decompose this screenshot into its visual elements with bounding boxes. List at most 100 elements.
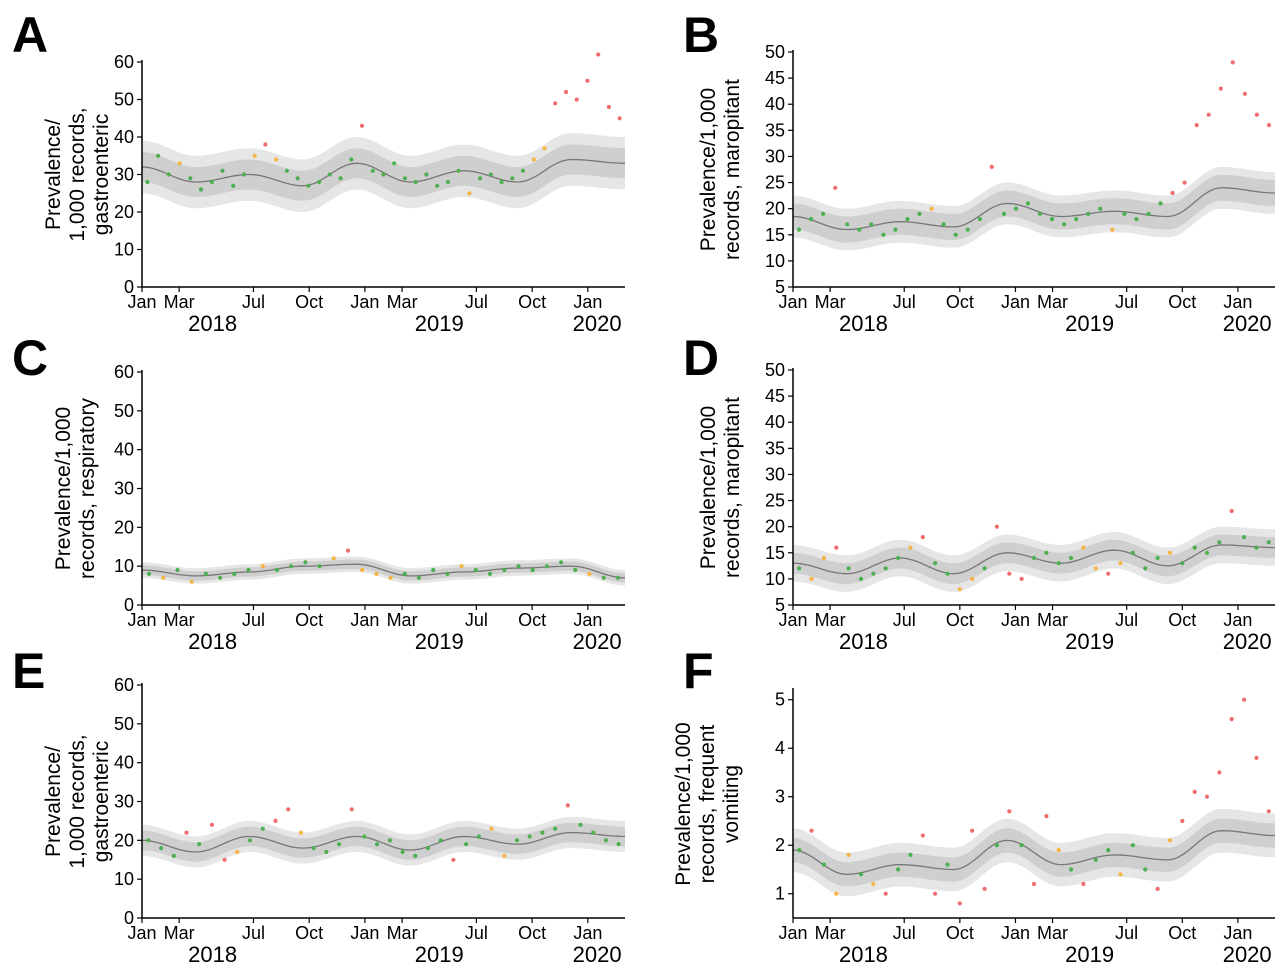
data-point	[331, 556, 336, 561]
data-point	[544, 564, 550, 569]
y-tick-label: 30	[765, 146, 785, 166]
data-point	[606, 104, 612, 110]
data-point	[871, 881, 876, 887]
data-point	[846, 566, 851, 571]
data-point	[587, 571, 592, 577]
y-tick-label: 25	[765, 491, 785, 511]
data-point	[1130, 843, 1135, 848]
data-point	[563, 89, 569, 95]
data-point	[1229, 508, 1234, 514]
data-point	[156, 153, 161, 158]
x-tick-label: Jul	[242, 292, 265, 312]
x-tick-label: Oct	[1168, 292, 1196, 312]
data-point	[1194, 123, 1199, 128]
y-tick-label: 40	[765, 94, 785, 114]
data-point	[284, 168, 289, 173]
data-point	[1118, 872, 1123, 877]
inner-band	[142, 822, 625, 862]
data-point	[796, 227, 802, 232]
data-point	[883, 891, 888, 896]
data-point	[184, 830, 189, 835]
data-point	[349, 807, 354, 812]
data-point	[933, 891, 938, 896]
data-point	[456, 168, 461, 173]
data-point	[232, 571, 237, 577]
data-point	[1229, 717, 1234, 722]
y-tick-label: 20	[765, 517, 785, 537]
y-tick-label: 60	[114, 362, 134, 382]
y-axis-label: records, maropitant	[721, 79, 744, 260]
data-point	[994, 524, 1000, 529]
x-year-label: 2020	[573, 942, 622, 967]
panel-letter: D	[683, 330, 719, 386]
data-point	[345, 548, 351, 553]
data-point	[1019, 576, 1024, 582]
data-point	[488, 172, 493, 177]
y-axis-label: records, frequent	[696, 724, 719, 883]
data-point	[487, 571, 493, 577]
y-tick-label: 10	[114, 869, 134, 889]
data-point	[189, 579, 194, 584]
data-point	[1254, 545, 1259, 550]
data-point	[1074, 217, 1079, 222]
x-tick-label: Jan	[350, 292, 379, 312]
y-tick-label: 30	[114, 479, 134, 499]
y-axis-label: 1,000 records,	[66, 107, 89, 241]
y-tick-label: 5	[775, 277, 785, 297]
data-point	[362, 834, 367, 839]
y-tick-label: 20	[114, 202, 134, 222]
x-year-label: 2020	[573, 629, 622, 654]
data-point	[565, 803, 570, 808]
x-tick-label: Oct	[1168, 610, 1196, 630]
data-point	[360, 567, 365, 573]
x-tick-label: Jan	[127, 923, 156, 943]
y-tick-label: 2	[775, 835, 785, 855]
data-point	[1056, 561, 1061, 566]
data-point	[435, 183, 440, 188]
data-point	[603, 838, 609, 843]
panel-c: 0 10 20 30 40 50 60 Jan Mar Jul Oct Jan Mar Jul Oct Jan…	[12, 330, 626, 654]
data-point	[286, 807, 291, 812]
data-point	[1062, 222, 1067, 227]
y-tick-label: 0	[124, 908, 134, 928]
x-tick-label: Jan	[1001, 610, 1030, 630]
data-point	[374, 571, 379, 577]
y-tick-label: 50	[765, 42, 785, 62]
data-point	[1254, 755, 1259, 761]
y-tick-label: 20	[114, 830, 134, 850]
data-point	[1170, 190, 1175, 196]
data-point	[531, 157, 536, 162]
data-point	[478, 176, 483, 181]
x-tick-label: Jan	[1223, 923, 1252, 943]
data-point	[989, 164, 994, 169]
data-point	[1218, 86, 1223, 91]
data-point	[317, 564, 322, 569]
data-point	[1031, 881, 1037, 887]
x-tick-label: Jul	[465, 292, 488, 312]
data-point	[273, 818, 278, 824]
data-point	[1217, 770, 1222, 775]
data-point	[797, 566, 802, 571]
x-tick-label: Jan	[1001, 923, 1030, 943]
y-tick-label: 0	[124, 277, 134, 297]
x-tick-label: Oct	[295, 610, 323, 630]
inner-band	[142, 559, 625, 583]
x-tick-label: Mar	[387, 292, 418, 312]
data-point	[1192, 545, 1197, 550]
data-point	[574, 97, 579, 102]
data-point	[1230, 60, 1235, 65]
y-tick-label: 5	[775, 690, 785, 710]
data-point	[559, 560, 564, 565]
data-point	[617, 116, 622, 121]
data-point	[1093, 857, 1098, 862]
data-point	[908, 545, 913, 550]
x-tick-label: Jan	[350, 923, 379, 943]
y-tick-label: 10	[114, 556, 134, 576]
data-point	[188, 176, 193, 181]
x-tick-label: Oct	[946, 923, 974, 943]
y-axis-label: records, respiratory	[76, 398, 99, 579]
data-point	[881, 232, 886, 237]
data-point	[1158, 201, 1163, 206]
data-point	[392, 161, 397, 166]
